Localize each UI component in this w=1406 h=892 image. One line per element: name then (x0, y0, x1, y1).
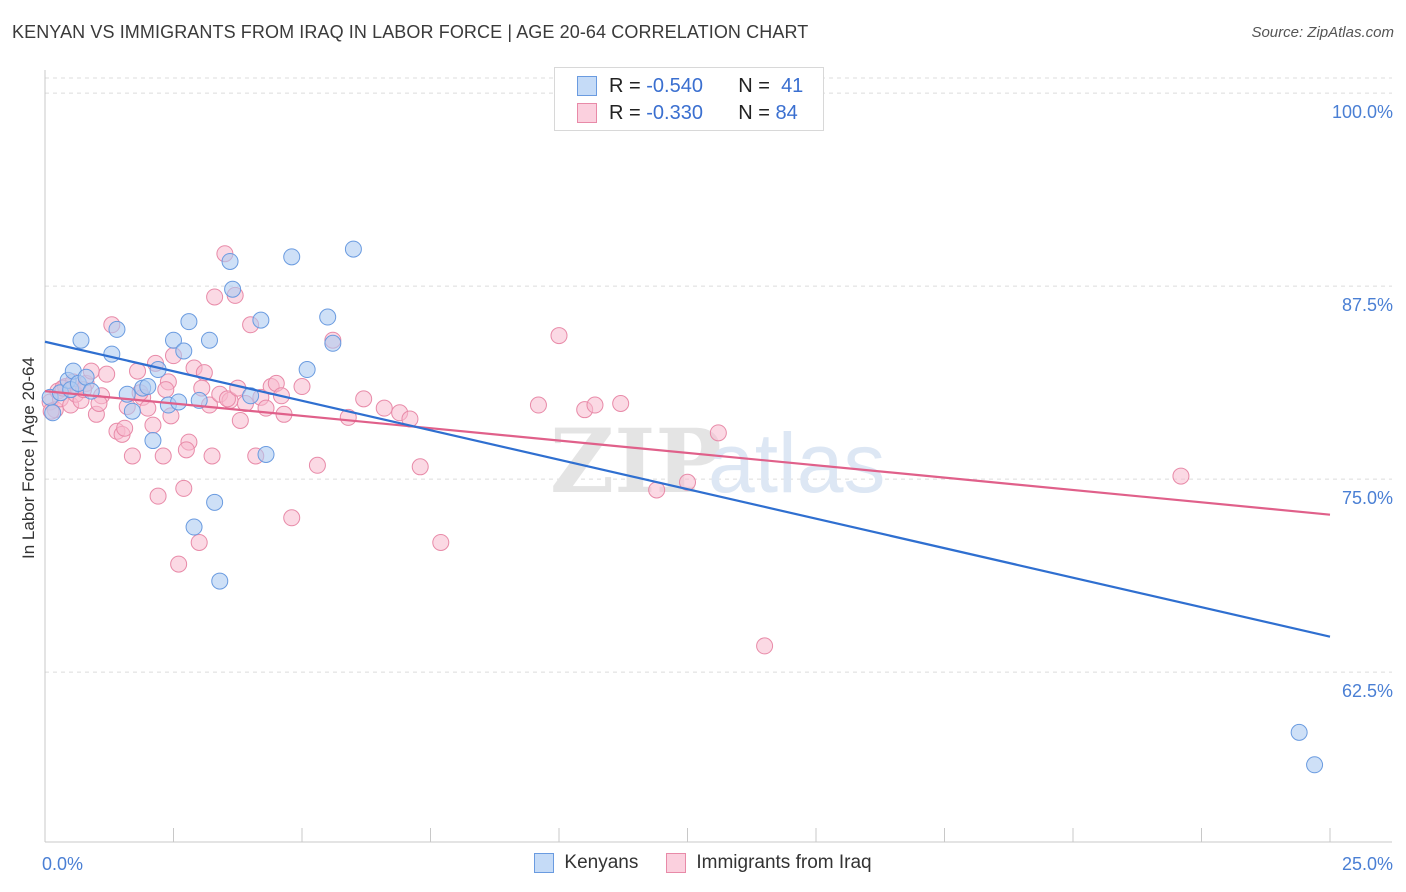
y-tick-label: 75.0% (1342, 488, 1393, 508)
kenyan-point (185, 518, 203, 536)
kenyan-point (221, 252, 239, 270)
iraq-point (1172, 467, 1190, 485)
legend-n-value: 84 (775, 101, 798, 124)
iraq-point (293, 378, 311, 396)
iraq-point (175, 479, 193, 497)
kenyan-point (257, 445, 275, 463)
iraq-point (190, 533, 208, 551)
kenyan-point (123, 402, 141, 420)
y-tick-labels: 62.5% 75.0% 87.5% 100.0% (1332, 102, 1393, 701)
kenyan-point (103, 345, 121, 363)
kenyan-point (324, 334, 342, 352)
iraq-point (411, 458, 429, 476)
kenyan-point (211, 572, 229, 590)
iraq-point (116, 419, 134, 437)
iraq-point (529, 396, 547, 414)
trend-lines (44, 340, 1331, 638)
iraq-point (129, 362, 147, 380)
kenyan-point (139, 378, 157, 396)
legend-r-value: -0.540 (646, 74, 703, 97)
legend-n-label: N = (738, 74, 770, 97)
kenyan-point (224, 280, 242, 298)
iraq-point (203, 447, 221, 465)
iraq-point (144, 416, 162, 434)
legend-item-iraq: Immigrants from Iraq (666, 852, 872, 874)
legend-item-kenyans: Kenyans (534, 852, 638, 874)
iraq-point (170, 555, 188, 573)
iraq-point (157, 381, 175, 399)
kenyan-point (170, 393, 188, 411)
axes (44, 70, 1392, 843)
iraq-point (550, 327, 568, 345)
series-legend: Kenyans Immigrants from Iraq (0, 852, 1406, 874)
y-tick-label: 87.5% (1342, 295, 1393, 315)
kenyan-point (344, 240, 362, 258)
watermark-zip: ZIP (550, 409, 722, 513)
kenyan-trend-line (44, 340, 1331, 638)
iraq-points (41, 245, 1190, 655)
gridlines (45, 77, 1392, 673)
source-label: Source: ZipAtlas.com (1251, 24, 1394, 41)
x-tick-label: 25.0% (1342, 854, 1393, 874)
iraq-point (154, 447, 172, 465)
kenyan-point (242, 387, 260, 405)
y-axis-label: In Labor Force | Age 20-64 (19, 357, 38, 559)
iraq-point (586, 396, 604, 414)
iraq-point (123, 447, 141, 465)
kenyan-point (319, 308, 337, 326)
legend-row-kenyans: R = -0.540 N = 41 (577, 74, 803, 98)
iraq-point (432, 533, 450, 551)
iraq-point (149, 487, 167, 505)
iraq-point (375, 399, 393, 417)
chart-title: KENYAN VS IMMIGRANTS FROM IRAQ IN LABOR … (12, 22, 809, 42)
y-tick-label: 100.0% (1332, 102, 1393, 122)
y-tick-label: 62.5% (1342, 681, 1393, 701)
iraq-point (218, 390, 236, 408)
x-tick-label: 0.0% (42, 854, 83, 874)
kenyan-point (175, 342, 193, 360)
iraq-point (283, 509, 301, 527)
iraq-point (709, 424, 727, 442)
kenyan-point (72, 331, 90, 349)
kenyan-point (190, 391, 208, 409)
legend-row-iraq: R = -0.330 N = 84 (577, 101, 798, 125)
kenyan-point (44, 404, 62, 422)
legend-r-value: -0.330 (646, 101, 703, 124)
legend-swatch-kenyans (577, 76, 597, 96)
legend-n-label: N = (738, 101, 770, 124)
legend-r-label: R = (609, 101, 641, 124)
kenyan-point (252, 311, 270, 329)
stats-legend: R = -0.540 N = 41 R = -0.330 N = 84 (554, 67, 824, 131)
iraq-point (231, 411, 249, 429)
legend-label-kenyans: Kenyans (564, 852, 639, 873)
kenyan-point (200, 331, 218, 349)
kenyan-point (1290, 723, 1308, 741)
kenyan-point (180, 313, 198, 331)
kenyan-points (41, 81, 1324, 774)
kenyan-point (144, 432, 162, 450)
kenyan-point (206, 493, 224, 511)
iraq-point (308, 456, 326, 474)
kenyan-point (283, 248, 301, 266)
legend-label-iraq: Immigrants from Iraq (696, 852, 872, 873)
iraq-point (206, 288, 224, 306)
iraq-trend-line (44, 390, 1331, 516)
legend-swatch-kenyans (534, 853, 555, 873)
legend-r-label: R = (609, 74, 641, 97)
legend-n-value: 41 (781, 74, 804, 97)
iraq-point (612, 395, 630, 413)
kenyan-point (1306, 756, 1324, 774)
kenyan-point (165, 331, 182, 349)
kenyan-point (108, 320, 126, 338)
x-tick-labels: 0.0% 25.0% (42, 854, 1393, 874)
kenyan-point (298, 361, 316, 379)
iraq-point (355, 390, 373, 408)
iraq-point (98, 365, 116, 383)
legend-swatch-iraq (577, 103, 597, 123)
iraq-point (756, 637, 774, 655)
iraq-point (177, 441, 195, 459)
legend-swatch-iraq (666, 853, 687, 873)
